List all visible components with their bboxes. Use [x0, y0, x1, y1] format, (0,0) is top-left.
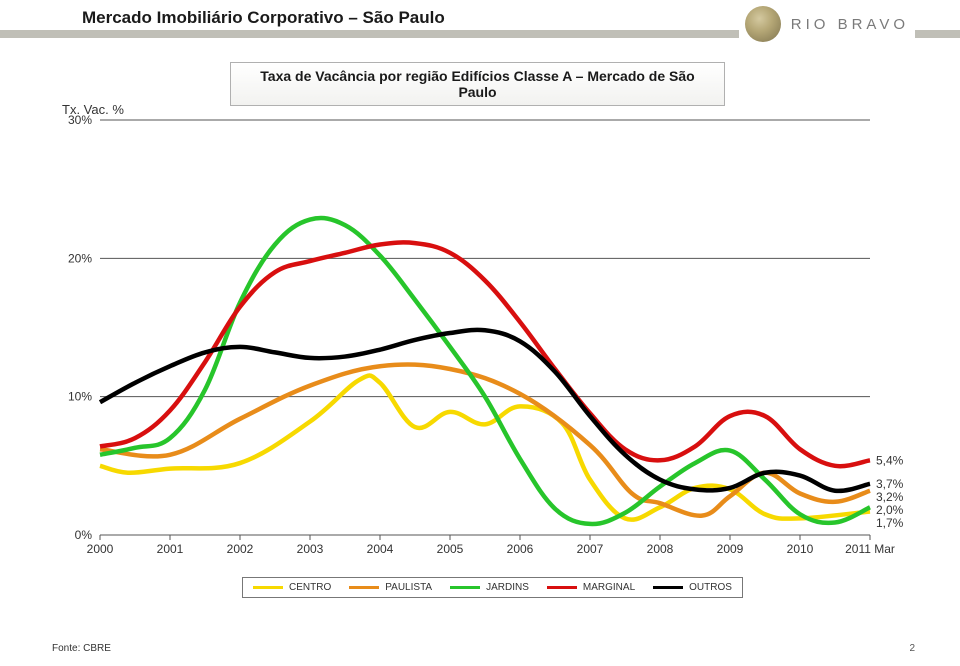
legend-label: MARGINAL: [583, 582, 635, 593]
x-tick-label: 2001: [157, 542, 184, 556]
legend-item-centro: CENTRO: [253, 582, 331, 593]
legend-label: OUTROS: [689, 582, 732, 593]
legend-swatch: [547, 586, 577, 589]
x-tick-label: 2003: [297, 542, 324, 556]
end-label-marginal: 5,4%: [876, 453, 904, 467]
x-tick-label: 2000: [87, 542, 114, 556]
x-tick-label: 2010: [787, 542, 814, 556]
legend-swatch: [349, 586, 379, 589]
x-tick-label: 2011 Mar: [845, 542, 895, 556]
x-tick-label: 2004: [367, 542, 394, 556]
legend-item-outros: OUTROS: [653, 582, 732, 593]
x-tick-label: 2008: [647, 542, 674, 556]
subtitle: Taxa de Vacância por região Edifícios Cl…: [243, 68, 712, 100]
x-tick-label: 2006: [507, 542, 534, 556]
y-tick-label: 20%: [68, 251, 92, 265]
title-box: Mercado Imobiliário Corporativo – São Pa…: [82, 0, 445, 36]
y-tick-label: 30%: [68, 113, 92, 127]
legend-swatch: [253, 586, 283, 589]
logo: RIO BRAVO: [739, 4, 915, 44]
legend-label: PAULISTA: [385, 582, 432, 593]
x-tick-label: 2009: [717, 542, 744, 556]
legend-label: JARDINS: [486, 582, 529, 593]
legend-label: CENTRO: [289, 582, 331, 593]
end-label-jardins: 2,0%: [876, 503, 904, 517]
end-label-paulista: 3,2%: [876, 490, 904, 504]
y-tick-label: 10%: [68, 390, 92, 404]
legend-swatch: [450, 586, 480, 589]
logo-icon: [745, 6, 781, 42]
legend: CENTRO PAULISTA JARDINS MARGINAL OUTROS: [242, 577, 743, 598]
chart-svg: Tx. Vac. %0%10%20%30%2000200120022003200…: [52, 100, 924, 570]
legend-item-paulista: PAULISTA: [349, 582, 432, 593]
legend-item-jardins: JARDINS: [450, 582, 529, 593]
footer-source: Fonte: CBRE: [52, 643, 111, 654]
end-label-outros: 3,7%: [876, 477, 904, 491]
end-label-centro: 1,7%: [876, 516, 904, 530]
x-tick-label: 2002: [227, 542, 254, 556]
header: Mercado Imobiliário Corporativo – São Pa…: [0, 0, 960, 38]
page-title: Mercado Imobiliário Corporativo – São Pa…: [82, 8, 445, 28]
legend-swatch: [653, 586, 683, 589]
footer-page: 2: [909, 643, 915, 654]
legend-item-marginal: MARGINAL: [547, 582, 635, 593]
chart: Tx. Vac. %0%10%20%30%2000200120022003200…: [52, 100, 924, 600]
series-paulista: [100, 364, 870, 515]
x-tick-label: 2007: [577, 542, 604, 556]
logo-text: RIO BRAVO: [791, 16, 909, 33]
x-tick-label: 2005: [437, 542, 464, 556]
y-tick-label: 0%: [75, 528, 93, 542]
